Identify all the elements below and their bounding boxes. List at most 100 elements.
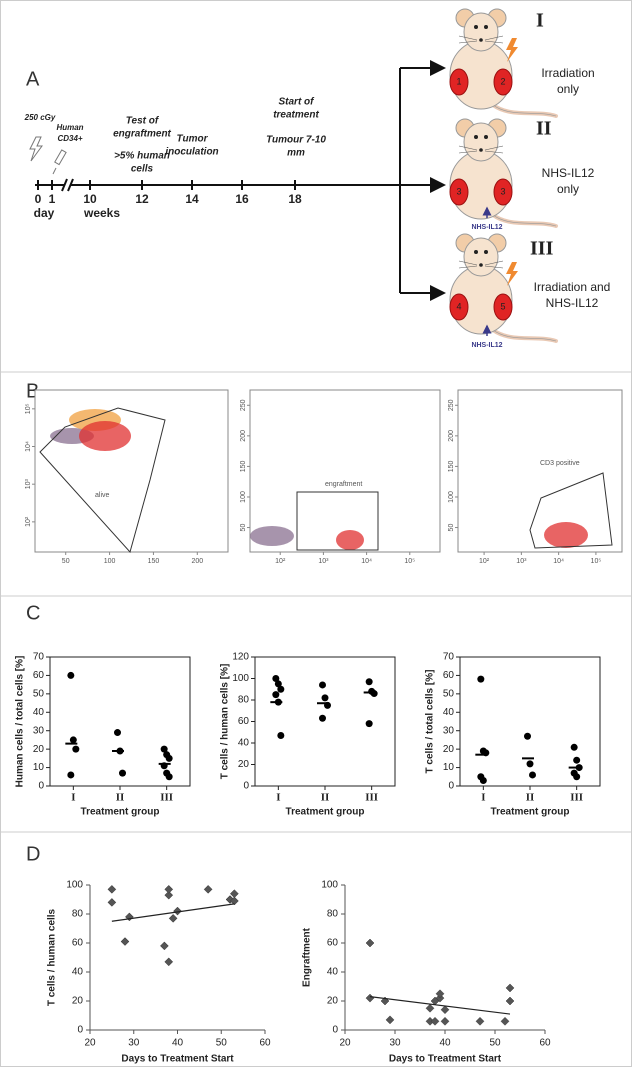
y-tick-label: 40: [72, 967, 84, 978]
plot-frame: [34, 389, 229, 553]
y-tick-label: 40: [443, 707, 455, 718]
data-point: [505, 996, 515, 1006]
x-tick-label: I: [71, 792, 75, 804]
gate-label: CD3 positive: [540, 460, 580, 467]
panel-label: D: [26, 843, 40, 865]
data-point: [120, 937, 130, 946]
data-point: [365, 720, 373, 728]
injection-label: NHS-IL12: [471, 224, 502, 231]
data-point: [119, 769, 126, 777]
x-tick-label: 10²: [479, 558, 490, 565]
y-tick-label: 0: [77, 1025, 83, 1036]
plot-frame: [457, 389, 623, 553]
data-point: [168, 913, 178, 923]
x-tick-label: 20: [84, 1038, 96, 1049]
x-tick-label: 150: [148, 558, 160, 565]
y-tick-label: 70: [443, 652, 455, 663]
data-point: [203, 884, 213, 894]
event-label: Human: [56, 123, 83, 132]
group-numeral: III: [530, 238, 554, 260]
data-point: [500, 1016, 510, 1026]
event-label: CD34+: [57, 134, 82, 143]
y-tick-label: 0: [332, 1025, 338, 1036]
y-tick-label: 0: [38, 781, 44, 792]
event-label: Tumor: [177, 134, 209, 145]
x-tick-label: 30: [128, 1038, 140, 1049]
group-label: Irradiation: [541, 66, 594, 80]
x-tick-label: 10⁵: [404, 558, 415, 565]
x-tick-label: 20: [339, 1038, 351, 1049]
y-axis-label: Human cells / total cells [%]: [15, 656, 26, 788]
x-tick-label: 40: [172, 1038, 184, 1049]
tumor-label: 3: [500, 186, 505, 196]
data-point: [164, 884, 174, 894]
irradiation-icon: [29, 136, 43, 162]
data-point: [277, 685, 285, 693]
x-tick-label: 50: [489, 1038, 501, 1049]
group-numeral: I: [536, 10, 544, 32]
y-tick-label: 20: [443, 744, 455, 755]
x-axis-label: Treatment group: [286, 807, 365, 818]
x-tick-label: 200: [191, 558, 203, 565]
tumor-label: 3: [456, 186, 461, 196]
timeline-unit: day: [34, 206, 55, 220]
data-point: [430, 1016, 440, 1026]
event-label: Start of: [279, 97, 316, 108]
y-tick-label: 80: [238, 695, 250, 706]
x-tick-label: III: [160, 792, 173, 804]
gate-label: engraftment: [325, 481, 362, 488]
x-tick-label: 10³: [516, 558, 527, 565]
data-point: [230, 896, 239, 906]
y-tick-label: 150: [240, 460, 247, 472]
x-tick-label: II: [526, 792, 535, 804]
data-point: [107, 884, 117, 894]
event-label: >5% human: [114, 151, 170, 162]
data-point: [440, 1016, 450, 1026]
x-axis-label: Treatment group: [81, 807, 160, 818]
data-point: [72, 745, 80, 753]
group-label: NHS-IL12: [546, 296, 599, 310]
data-point: [526, 760, 534, 768]
x-tick-label: 50: [62, 558, 70, 565]
injection-label: NHS-IL12: [471, 342, 502, 349]
y-tick-label: 40: [238, 738, 250, 749]
tumor-label: 1: [456, 76, 461, 86]
x-tick-label: 10⁵: [591, 558, 602, 565]
data-point: [365, 993, 375, 1003]
data-point: [321, 694, 329, 702]
y-axis-label: T cells / human cells [%]: [220, 664, 231, 780]
data-point: [370, 690, 378, 698]
y-tick-label: 40: [327, 967, 339, 978]
data-point: [505, 983, 515, 993]
tumor-label: 5: [500, 301, 505, 311]
y-tick-label: 50: [33, 688, 45, 699]
y-tick-label: 70: [33, 652, 45, 663]
timeline-tick: 18: [288, 192, 302, 206]
trendline: [369, 996, 511, 1015]
y-tick-label: 200: [448, 430, 455, 442]
x-tick-label: 30: [389, 1038, 401, 1049]
data-point: [230, 889, 239, 899]
x-tick-label: I: [276, 792, 280, 804]
y-tick-label: 60: [72, 938, 84, 949]
x-tick-label: 100: [104, 558, 116, 565]
event-label: cells: [131, 164, 154, 175]
y-tick-label: 10⁴: [25, 441, 32, 452]
x-tick-label: 10⁴: [361, 558, 372, 565]
tumor-label: 4: [456, 301, 461, 311]
x-axis-label: Days to Treatment Start: [121, 1054, 234, 1065]
x-tick-label: 60: [539, 1038, 551, 1049]
event-label: mm: [287, 148, 305, 159]
x-tick-label: 10⁴: [553, 558, 564, 565]
trendline: [111, 903, 235, 922]
timeline-tick: 16: [235, 192, 249, 206]
y-tick-label: 20: [72, 996, 84, 1007]
timeline: [35, 60, 446, 301]
x-tick-label: I: [481, 792, 485, 804]
data-point: [477, 675, 485, 683]
data-point: [475, 1016, 485, 1026]
group-label: only: [557, 182, 579, 196]
data-point: [570, 743, 578, 751]
event-label: engraftment: [113, 129, 171, 140]
data-point: [440, 1005, 450, 1015]
